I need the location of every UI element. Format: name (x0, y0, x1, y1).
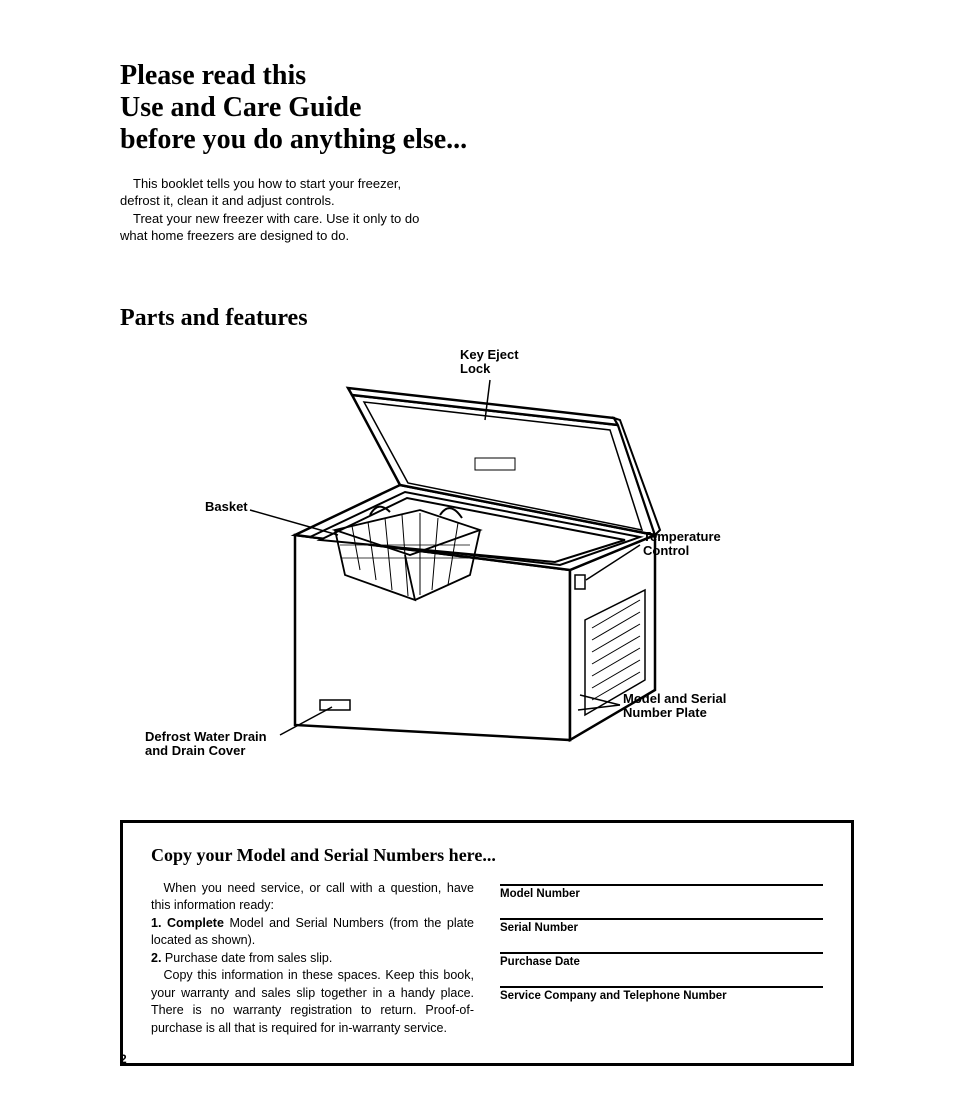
label-model-serial-plate: Model and Serial Number Plate (623, 692, 726, 721)
field-model-number: Model Number (500, 884, 823, 900)
model-serial-info-box: Copy your Model and Serial Numbers here.… (120, 820, 854, 1067)
label-key-eject-lock: Key Eject Lock (460, 348, 519, 377)
label-basket: Basket (205, 500, 248, 514)
info-p2: 1. Complete Model and Serial Numbers (fr… (151, 915, 474, 950)
intro-paragraph-2: Treat your new freezer with care. Use it… (120, 210, 440, 245)
parts-features-heading: Parts and features (120, 305, 854, 332)
info-box-instructions: When you need service, or call with a qu… (151, 880, 474, 1038)
page-number: 2 (120, 1052, 127, 1066)
info-box-fields: Model Number Serial Number Purchase Date… (500, 880, 823, 1038)
field-service-company: Service Company and Telephone Number (500, 986, 823, 1002)
info-p4: Copy this information in these spaces. K… (151, 967, 474, 1037)
page-main-title: Please read this Use and Care Guide befo… (120, 60, 854, 157)
label-defrost-drain: Defrost Water Drain and Drain Cover (145, 730, 267, 759)
title-line-1: Please read this (120, 60, 854, 92)
info-p3: 2. Purchase date from sales slip. (151, 950, 474, 968)
field-purchase-date: Purchase Date (500, 952, 823, 968)
field-serial-number: Serial Number (500, 918, 823, 934)
title-line-3: before you do anything else... (120, 124, 854, 156)
freezer-diagram: Key Eject Lock Basket Temperature Contro… (120, 340, 820, 780)
info-p1: When you need service, or call with a qu… (151, 880, 474, 915)
label-temperature-control: Temperature Control (643, 530, 721, 559)
intro-paragraph-1: This booklet tells you how to start your… (120, 175, 440, 210)
title-line-2: Use and Care Guide (120, 92, 854, 124)
info-box-heading: Copy your Model and Serial Numbers here.… (151, 845, 823, 866)
intro-text: This booklet tells you how to start your… (120, 175, 440, 245)
